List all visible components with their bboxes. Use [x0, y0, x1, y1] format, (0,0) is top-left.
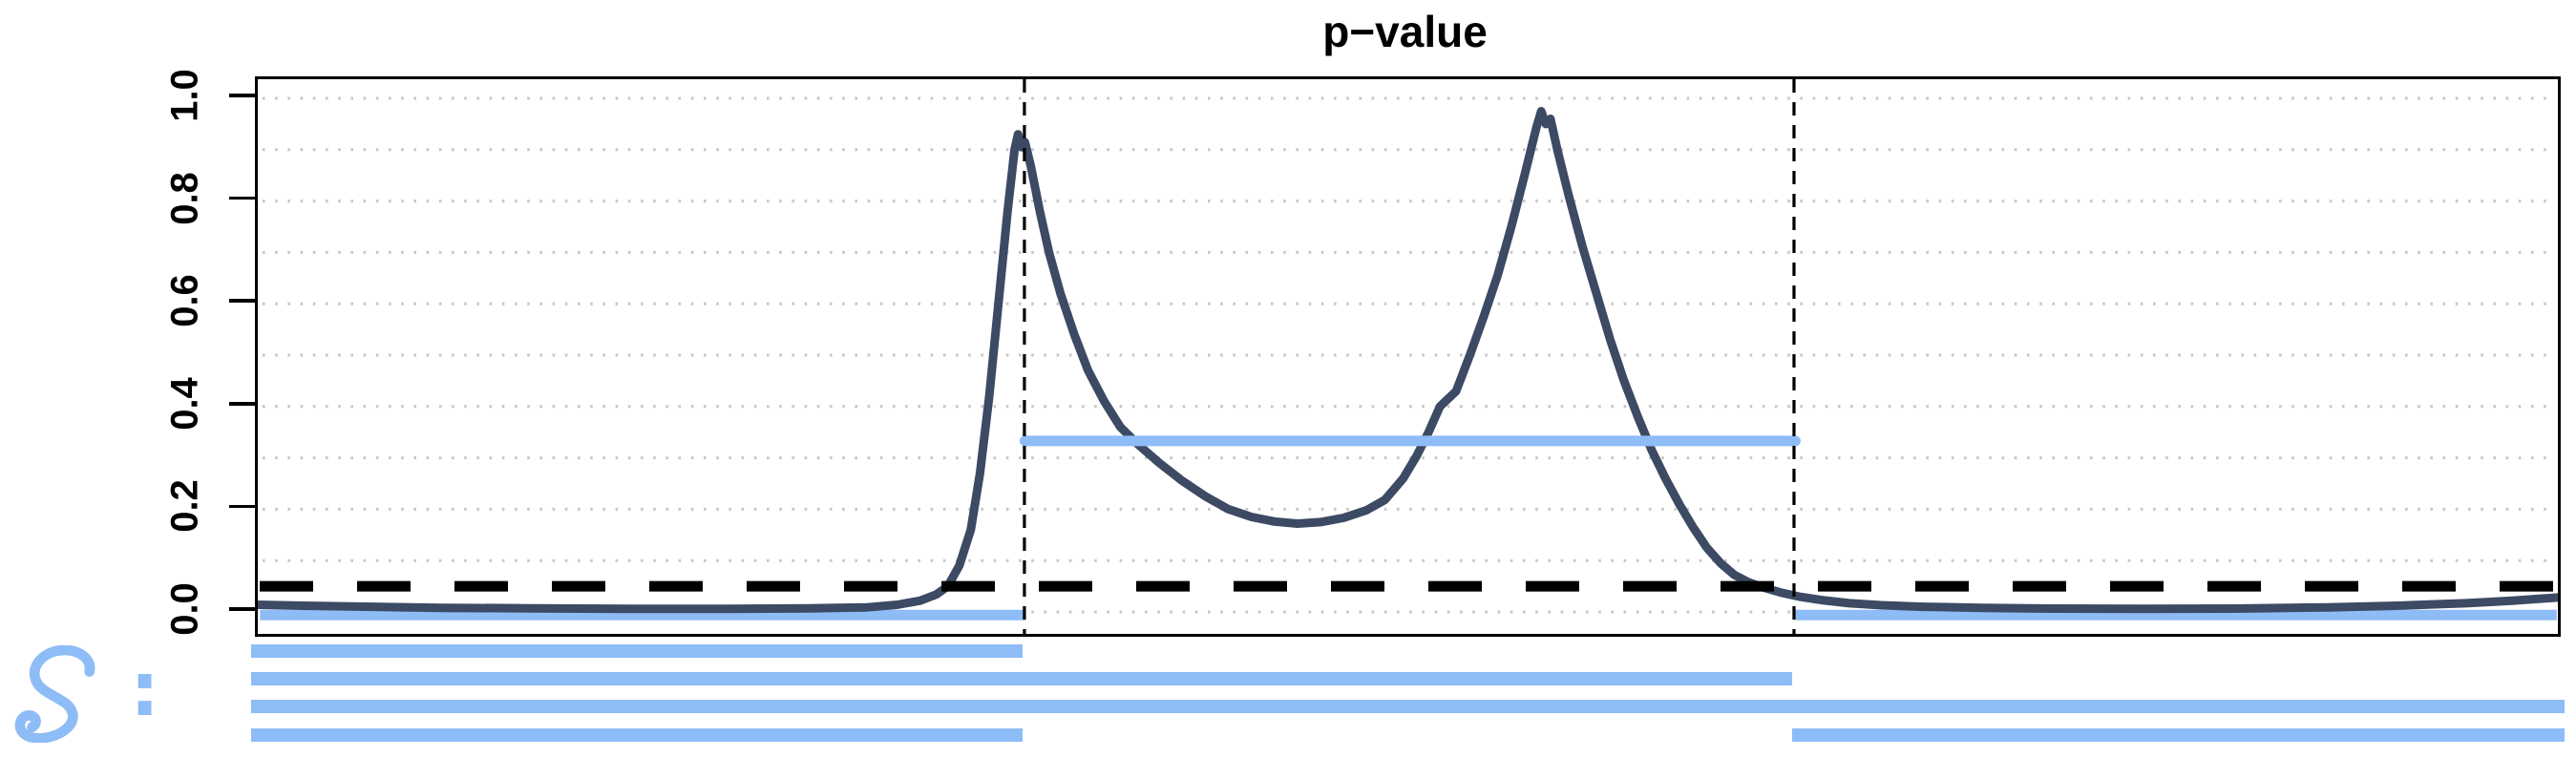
candidate-set-bar — [251, 728, 1024, 742]
y-axis-label: 1.0 — [163, 69, 206, 122]
y-axis-tick — [229, 94, 255, 97]
y-axis-tick — [229, 607, 255, 611]
y-axis-label: 0.8 — [163, 171, 206, 225]
y-axis-tick — [229, 504, 255, 509]
candidate-set-bar — [1791, 728, 2565, 742]
y-axis-label: 0.2 — [163, 479, 206, 534]
colon: : — [130, 647, 160, 733]
candidate-set-bar — [251, 700, 2565, 713]
chart-title: p−value — [1322, 7, 1488, 56]
p-value-curve — [258, 107, 2558, 614]
y-axis-tick — [229, 196, 255, 200]
y-axis-tick — [229, 299, 255, 303]
plot-svg — [258, 79, 2558, 634]
candidate-set-bar — [251, 672, 1792, 685]
script-s-symbol — [14, 645, 95, 743]
y-axis-label: 0.6 — [163, 274, 206, 327]
candidate-set-bar — [251, 644, 1024, 658]
y-axis-tick — [229, 402, 255, 406]
plot-area — [255, 76, 2561, 637]
y-axis-label: 0.0 — [163, 582, 206, 636]
y-axis-label: 0.4 — [163, 376, 206, 431]
